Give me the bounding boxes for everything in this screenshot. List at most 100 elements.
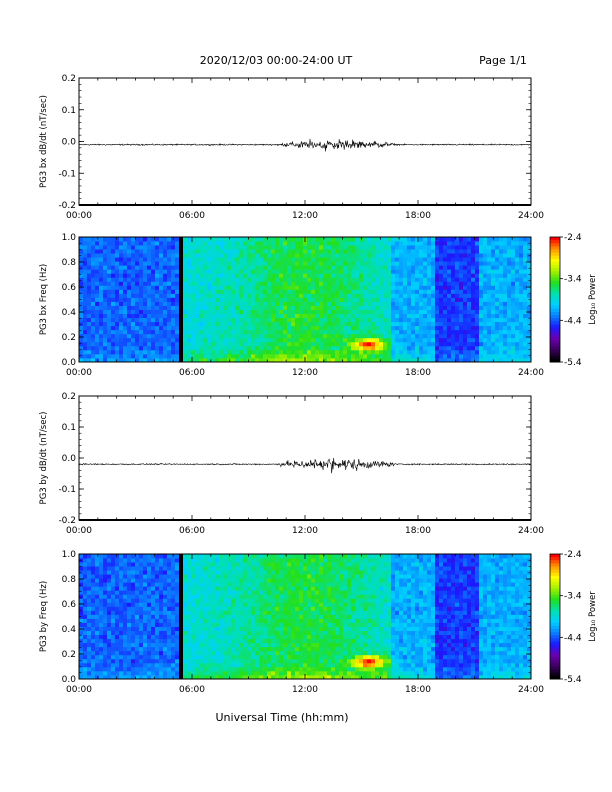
spectrogram-cell [111,353,116,359]
spectrogram-cell [527,341,532,347]
x-tick-label: 18:00 [405,526,431,536]
spectrogram-cell [447,253,452,258]
spectrogram-cell [151,658,156,664]
spectrogram-cell [139,293,144,298]
spectrogram-cell [303,305,308,310]
spectrogram-cell [211,578,216,583]
spectrogram-cell [111,610,116,615]
spectrogram-cell [439,285,444,290]
spectrogram-cell [131,642,136,648]
spectrogram-cell [111,614,116,619]
spectrogram-cell [379,345,384,351]
spectrogram-cell [351,305,356,310]
spectrogram-cell [439,281,444,286]
spectrogram-cell [395,301,400,306]
spectrogram-cell [139,317,144,323]
spectrogram-cell [203,646,208,652]
spectrogram-cell [87,337,92,343]
spectrogram-cell [159,337,164,343]
spectrogram-cell [127,273,132,278]
spectrogram-cell [379,337,384,343]
spectrogram-cell [463,237,468,242]
spectrogram-cell [207,638,212,644]
spectrogram-cell [103,670,108,676]
spectrogram-cell [187,325,192,331]
spectrogram-cell [87,642,92,648]
spectrogram-cell [87,253,92,258]
spectrogram-cell [287,281,292,286]
spectrogram-cell [147,257,152,262]
spectrogram-cell [195,642,200,648]
spectrogram-cell [303,265,308,270]
spectrogram-cell [431,289,436,294]
spectrogram-cell [147,357,152,363]
spectrogram-cell [183,586,188,591]
spectrogram-cell [239,253,244,258]
spectrogram-cell [199,554,204,559]
spectrogram-cell [163,634,168,640]
spectrogram-cell [299,269,304,274]
spectrogram-cell [427,353,432,359]
spectrogram-cell [183,265,188,270]
spectrogram-cell [383,289,388,294]
spectrogram-cell [203,574,208,579]
spectrogram-cell [415,309,420,315]
spectrogram-cell [155,341,160,347]
spectrogram-cell [387,297,392,302]
spectrogram-cell [91,674,96,680]
spectrogram-cell [115,317,120,323]
spectrogram-cell [203,658,208,664]
spectrogram-cell [527,329,532,335]
spectrogram-cell [163,638,168,644]
spectrogram-cell [139,574,144,579]
spectrogram-cell [311,237,316,242]
spectrogram-cell [511,269,516,274]
spectrogram-cell [127,257,132,262]
spectrogram-cell [455,313,460,319]
spectrogram-cell [503,353,508,359]
spectrogram-cell [207,281,212,286]
spectrogram-cell [507,257,512,262]
spectrogram-cell [207,305,212,310]
spectrogram-cell [367,269,372,274]
spectrogram-cell [147,237,152,242]
spectrogram-cell [411,345,416,351]
spectrogram-cell [111,562,116,567]
spectrogram-cell [123,598,128,603]
spectrogram-cell [187,241,192,246]
spectrogram-cell [339,345,344,351]
spectrogram-cell [399,249,404,254]
spectrogram-cell [135,674,140,680]
spectrogram-cell [387,289,392,294]
spectrogram-cell [395,321,400,327]
spectrogram-cell [243,329,248,335]
spectrogram-cell [87,345,92,351]
spectrogram-cell [427,257,432,262]
spectrogram-cell [279,341,284,347]
spectrogram-cell [127,586,132,591]
spectrogram-cell [371,249,376,254]
spectrogram-cell [195,297,200,302]
spectrogram-cell [487,289,492,294]
spectrogram-cell [175,574,180,579]
spectrogram-cell [211,281,216,286]
spectrogram-cell [391,253,396,258]
spectrogram-cell [327,245,332,250]
spectrogram-cell [487,305,492,310]
spectrogram-cell [475,273,480,278]
spectrogram-cell [115,249,120,254]
spectrogram-cell [115,590,120,595]
spectrogram-cell [243,237,248,242]
spectrogram-cell [219,357,224,363]
spectrogram-cell [499,289,504,294]
spectrogram-cell [135,614,140,619]
spectrogram-cell [219,269,224,274]
spectrogram-cell [411,245,416,250]
spectrogram-cell [459,309,464,315]
spectrogram-cell [271,289,276,294]
spectrogram-cell [319,305,324,310]
spectrogram-cell [383,245,388,250]
spectrogram-cell [315,321,320,327]
spectrogram-cell [379,253,384,258]
spectrogram-cell [291,301,296,306]
